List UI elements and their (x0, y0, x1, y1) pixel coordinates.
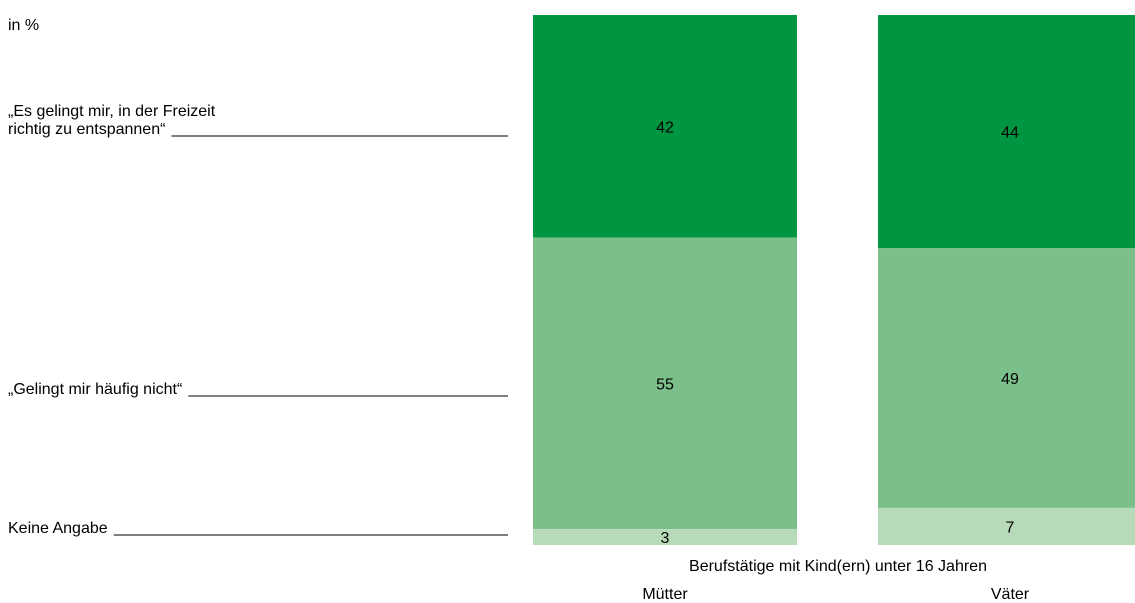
legend-label: Keine Angabe (8, 520, 108, 537)
legend-label: „Es gelingt mir, in der Freizeit richtig… (8, 103, 220, 138)
value-label: 49 (1001, 371, 1019, 388)
value-label: 42 (656, 119, 674, 136)
value-label: 55 (656, 376, 674, 393)
bar-segment (533, 237, 797, 530)
x-axis-label: Berufstätige mit Kind(ern) unter 16 Jahr… (689, 558, 987, 575)
value-label: 3 (661, 530, 670, 547)
bar-segment (533, 529, 797, 545)
subtitle: in % (8, 17, 39, 34)
x-tick-label: Mütter (642, 586, 688, 603)
legend-label: „Gelingt mir häufig nicht“ (8, 381, 182, 398)
bar-segment (878, 15, 1135, 249)
bar-segment (878, 507, 1135, 545)
value-label: 44 (1001, 125, 1019, 142)
x-tick-label: Väter (991, 586, 1030, 603)
bar-segment (533, 15, 797, 238)
bar-segment (878, 248, 1135, 508)
value-label: 7 (1006, 519, 1015, 536)
